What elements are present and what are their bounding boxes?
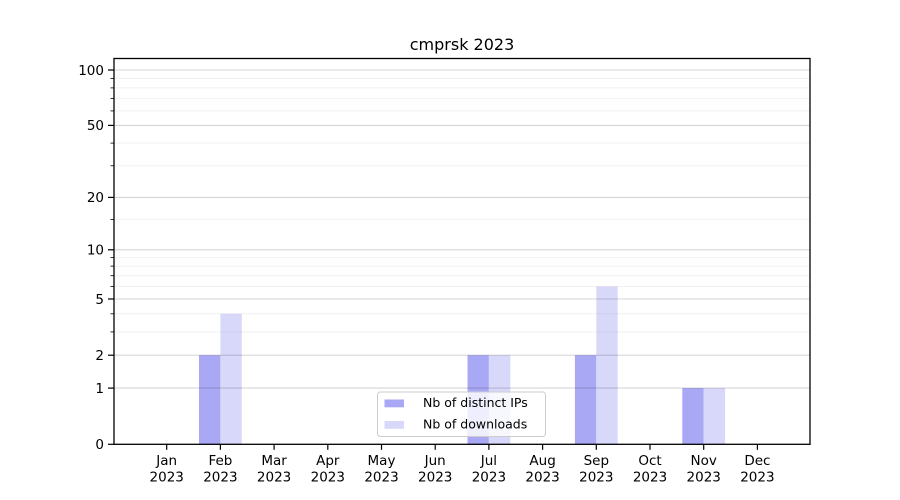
y-tick-label: 0 bbox=[95, 437, 104, 453]
x-tick-label-year: 2023 bbox=[311, 470, 345, 486]
x-tick-label-year: 2023 bbox=[364, 470, 398, 486]
y-tick-label: 100 bbox=[78, 63, 104, 79]
x-tick-label-month: Jun bbox=[424, 453, 446, 469]
legend-swatch-distinct-ips bbox=[384, 399, 404, 408]
legend-box bbox=[377, 391, 546, 437]
y-tick-label: 2 bbox=[95, 348, 104, 364]
legend-swatch-downloads bbox=[384, 421, 404, 429]
x-tick-label-year: 2023 bbox=[472, 470, 506, 486]
x-tick-label-year: 2023 bbox=[633, 470, 667, 486]
x-tick-label-month: Feb bbox=[208, 453, 232, 469]
x-tick-label-month: Aug bbox=[529, 453, 555, 469]
chart-title: cmprsk 2023 bbox=[410, 35, 515, 54]
x-tick-label-month: Dec bbox=[744, 453, 770, 469]
axes-box bbox=[113, 57, 811, 445]
bar-distinct-ips-nov bbox=[682, 388, 704, 445]
x-tick-label-month: Jan bbox=[155, 453, 177, 469]
x-tick-label-year: 2023 bbox=[257, 470, 291, 486]
x-tick-label-year: 2023 bbox=[203, 470, 237, 486]
y-tick-label: 1 bbox=[95, 381, 104, 397]
y-tick-label: 10 bbox=[87, 243, 104, 259]
bar-downloads-nov bbox=[703, 388, 726, 445]
legend-label-distinct-ips: Nb of distinct IPs bbox=[423, 395, 528, 410]
y-tick-label: 20 bbox=[87, 190, 104, 206]
x-tick-label-month: Sep bbox=[584, 453, 609, 469]
x-tick-label-month: Mar bbox=[261, 453, 287, 469]
x-tick-label-year: 2023 bbox=[525, 470, 559, 486]
x-tick-label-month: May bbox=[368, 453, 396, 469]
legend-label-downloads: Nb of downloads bbox=[423, 417, 527, 432]
x-tick-label-year: 2023 bbox=[418, 470, 452, 486]
x-tick-label-month: Oct bbox=[638, 453, 661, 469]
x-tick-label-year: 2023 bbox=[740, 470, 774, 486]
bar-downloads-feb bbox=[220, 313, 242, 445]
x-tick-label-month: Apr bbox=[316, 453, 340, 469]
x-tick-label-month: Jul bbox=[480, 453, 497, 469]
y-tick-label: 50 bbox=[87, 118, 104, 134]
x-tick-label-year: 2023 bbox=[579, 470, 613, 486]
x-tick-label-year: 2023 bbox=[687, 470, 721, 486]
bar-distinct-ips-sep bbox=[574, 355, 597, 445]
bar-distinct-ips-feb bbox=[199, 355, 221, 445]
bar-downloads-sep bbox=[596, 286, 618, 445]
y-tick-label: 5 bbox=[95, 292, 104, 308]
x-tick-label-month: Nov bbox=[691, 453, 717, 469]
x-tick-label-year: 2023 bbox=[150, 470, 184, 486]
